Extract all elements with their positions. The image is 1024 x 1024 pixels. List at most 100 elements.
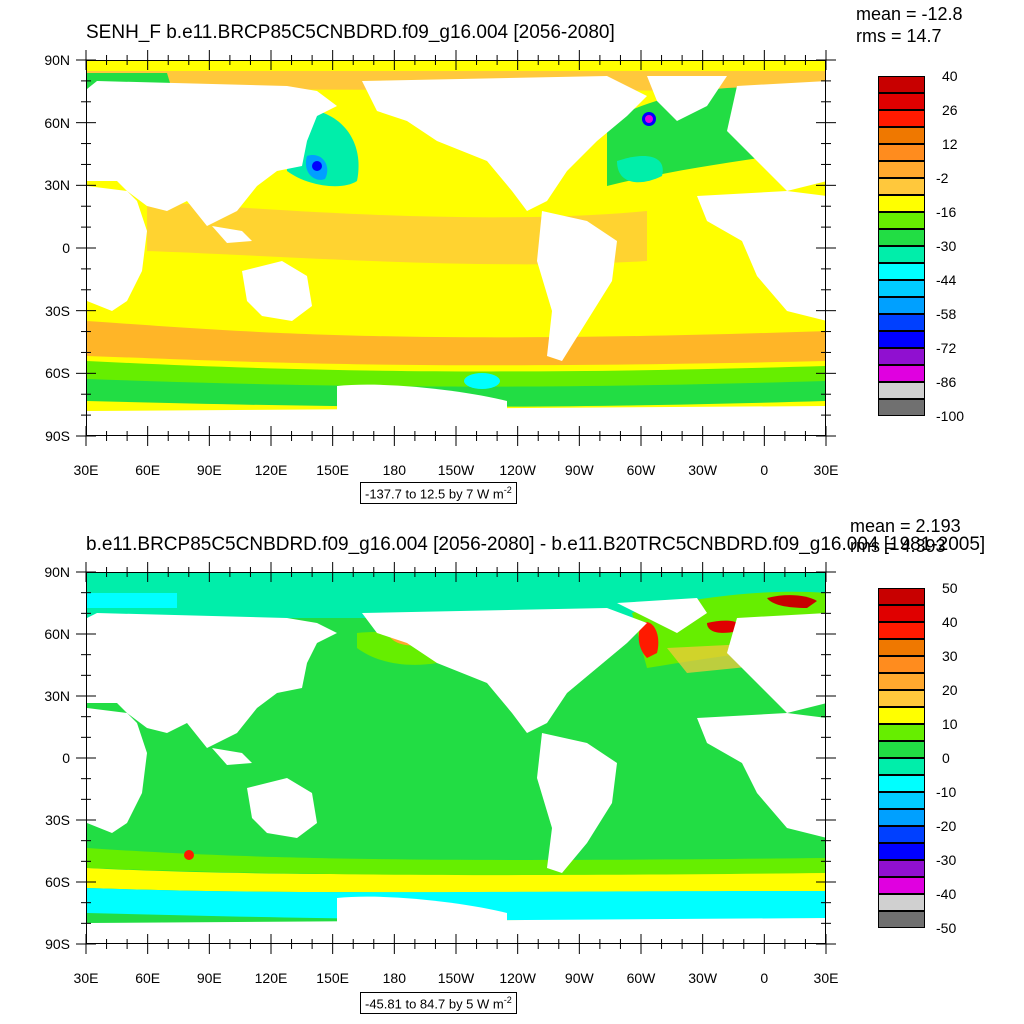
lon-label: 120W: [499, 462, 536, 478]
colorbar-label: 12: [942, 136, 958, 152]
colorbar-swatch: [878, 622, 925, 639]
lon-label: 0: [760, 462, 769, 478]
colorbar-label: -30: [936, 238, 957, 254]
lon-label: 180: [382, 970, 406, 986]
colorbar-label: 40: [942, 614, 958, 630]
lat-label: 60N: [44, 626, 70, 642]
colorbar-label: -50: [936, 920, 957, 936]
colorbar-swatch: [878, 212, 925, 229]
colorbar-swatch: [878, 843, 925, 860]
colorbar-label: 0: [942, 750, 950, 766]
colorbar-label: -100: [936, 408, 965, 424]
panel-2-range-box: -45.81 to 84.7 by 5 W m-2: [360, 992, 517, 1015]
colorbar-swatch: [878, 280, 925, 297]
lon-label: 120E: [254, 970, 288, 986]
panel-2-mean: mean = 2.193: [850, 516, 961, 536]
colorbar-swatch: [878, 792, 925, 809]
panel-1-colorbar: 40 26 12 -2 -16 -30 -44 -58 -72 -86 -100: [878, 68, 964, 424]
panel-1-rms: rms = 14.7: [856, 26, 942, 46]
lat-label: 0: [62, 750, 70, 766]
colorbar-label: -86: [936, 374, 957, 390]
lat-label: 90N: [44, 564, 70, 580]
colorbar-swatch: [878, 724, 925, 741]
panel-2: b.e11.BRCP85C5CNBDRD.f09_g16.004 [2056-2…: [0, 512, 1024, 1024]
lon-label: 30E: [813, 970, 839, 986]
lon-label: 180: [382, 462, 406, 478]
lon-label: 120E: [254, 462, 288, 478]
panel-1-range-sup: -2: [503, 485, 512, 495]
lat-label: 60S: [45, 365, 70, 382]
lon-label: 150W: [437, 970, 475, 986]
colorbar-swatch: [878, 144, 925, 161]
colorbar-swatch: [878, 775, 925, 792]
colorbar-swatch: [878, 877, 925, 894]
lon-label: 90E: [196, 970, 222, 986]
lon-label: 60E: [135, 462, 161, 478]
lon-label: 60W: [626, 462, 656, 478]
colorbar-swatch: [878, 297, 925, 314]
colorbar-swatch: [878, 588, 925, 605]
lon-label: 150W: [437, 462, 475, 478]
lon-label: 120W: [499, 970, 536, 986]
colorbar-swatch: [878, 741, 925, 758]
lat-label: 90S: [45, 428, 70, 444]
colorbar-label: -2: [936, 170, 949, 186]
panel-1-title: SENH_F b.e11.BRCP85C5CNBDRD.f09_g16.004 …: [86, 22, 615, 43]
colorbar-swatch: [878, 399, 925, 416]
colorbar-swatch: [878, 331, 925, 348]
colorbar-swatch: [878, 110, 925, 127]
colorbar-swatch: [878, 127, 925, 144]
colorbar-swatch: [878, 707, 925, 724]
colorbar-swatch: [878, 894, 925, 911]
panel-1-map-field: [87, 61, 825, 435]
colorbar-swatch: [878, 911, 925, 928]
lon-label: 30E: [813, 462, 839, 478]
colorbar-swatch: [878, 605, 925, 622]
panel-1-ticks: [76, 50, 836, 446]
panel-2-range-label: -45.81 to 84.7 by 5 W m: [365, 996, 504, 1012]
lon-label: 30W: [688, 970, 718, 986]
lat-label: 90N: [44, 52, 70, 68]
colorbar-swatch: [878, 656, 925, 673]
colorbar-label: -20: [936, 818, 957, 834]
lon-label: 30E: [73, 970, 99, 986]
lon-label: 60E: [135, 970, 161, 986]
lon-label: 90W: [564, 970, 594, 986]
colorbar-swatch: [878, 314, 925, 331]
colorbar-label: -16: [936, 204, 957, 220]
lon-label: 30E: [73, 462, 99, 478]
colorbar-swatch: [878, 195, 925, 212]
colorbar-swatch: [878, 348, 925, 365]
lat-label: 30S: [45, 302, 70, 319]
lat-label: 60N: [44, 114, 70, 131]
panel-1-mean: mean = -12.8: [856, 4, 963, 24]
colorbar-swatch: [878, 76, 925, 93]
colorbar-label: 40: [942, 68, 958, 84]
colorbar-label: 50: [942, 580, 958, 596]
colorbar-swatch: [878, 758, 925, 775]
colorbar-swatch: [878, 365, 925, 382]
colorbar-label: -40: [936, 886, 957, 902]
colorbar-swatch: [878, 690, 925, 707]
colorbar-label: -72: [936, 340, 957, 356]
colorbar-swatch: [878, 673, 925, 690]
colorbar-swatch: [878, 161, 925, 178]
panel-1-range-label: -137.7 to 12.5 by 7 W m: [365, 486, 504, 502]
panel-2-range-sup: -2: [503, 995, 512, 1005]
panel-2-ticks: [76, 562, 836, 954]
colorbar-label: -58: [936, 306, 957, 322]
colorbar-swatch: [878, 382, 925, 399]
lat-label: 0: [62, 240, 70, 256]
colorbar-swatch: [878, 860, 925, 877]
lon-label: 0: [760, 970, 769, 986]
lat-label: 30S: [45, 812, 70, 828]
colorbar-label: 30: [942, 648, 958, 664]
panel-1: SENH_F b.e11.BRCP85C5CNBDRD.f09_g16.004 …: [44, 4, 964, 505]
colorbar-swatch: [878, 246, 925, 263]
colorbar-swatch: [878, 826, 925, 843]
colorbar-swatch: [878, 809, 925, 826]
colorbar-swatch: [878, 263, 925, 280]
panel-2-rms: rms = 4.393: [850, 536, 946, 556]
lon-label: 90E: [196, 462, 222, 478]
colorbar-label: 26: [942, 102, 958, 118]
